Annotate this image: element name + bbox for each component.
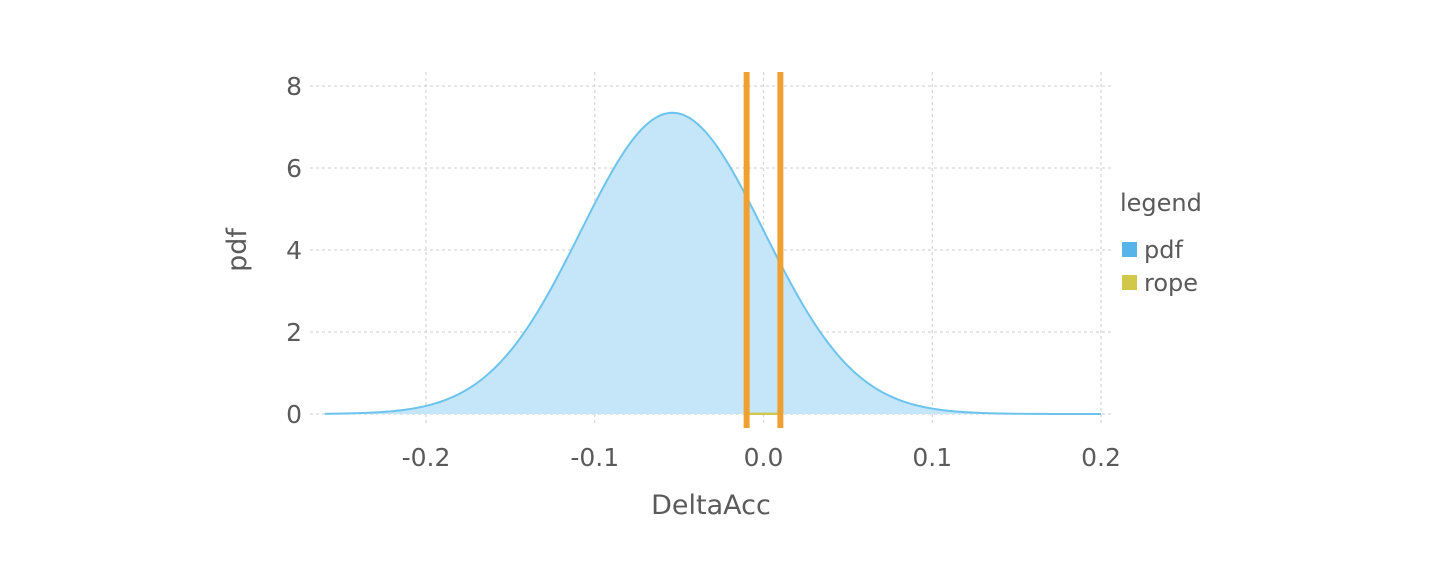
series-layer	[324, 111, 1101, 415]
tick-labels: -0.2 -0.1 0.0 0.1 0.2 0 2 4 6 8	[286, 72, 1121, 472]
y-tick-label: 8	[286, 72, 302, 101]
legend-swatch-rope	[1122, 275, 1137, 290]
legend: legend pdf rope	[1120, 189, 1202, 297]
y-axis-title: pdf	[222, 227, 253, 272]
pdf-area	[324, 112, 1101, 414]
x-axis-title: DeltaAcc	[651, 490, 771, 521]
y-tick-label: 2	[286, 318, 302, 347]
legend-title: legend	[1120, 189, 1202, 217]
pdf-curve	[324, 111, 1101, 415]
y-tick-label: 6	[286, 154, 302, 183]
x-tick-label: 0.1	[912, 443, 952, 472]
y-tick-label: 0	[286, 400, 302, 429]
legend-swatch-pdf	[1122, 242, 1137, 257]
x-tick-label: -0.2	[402, 443, 451, 472]
x-tick-label: 0.2	[1081, 443, 1121, 472]
legend-label-rope: rope	[1144, 269, 1198, 297]
x-tick-label: 0.0	[744, 443, 784, 472]
y-tick-label: 4	[286, 236, 302, 265]
x-tick-label: -0.1	[570, 443, 619, 472]
rope-boundary-lines	[743, 72, 784, 428]
legend-label-pdf: pdf	[1144, 236, 1183, 264]
